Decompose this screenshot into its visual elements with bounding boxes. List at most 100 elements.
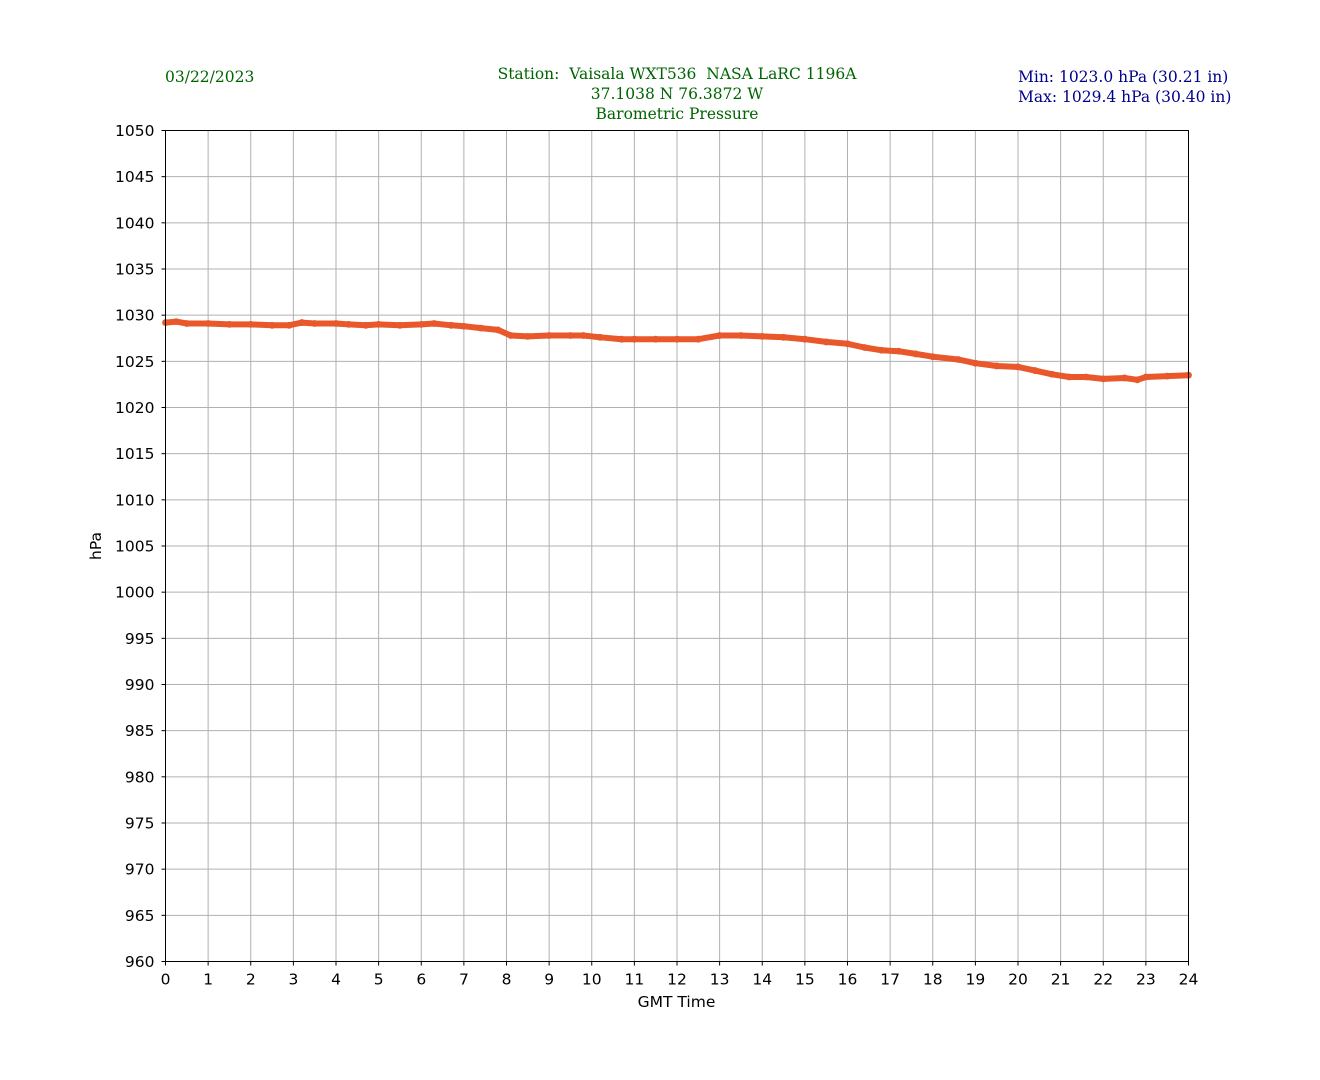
pressure-data-point <box>1099 375 1107 383</box>
pressure-data-point <box>596 333 604 341</box>
y-tick-label: 965 <box>125 907 155 925</box>
pressure-data-point <box>1142 373 1150 381</box>
x-tick-label: 16 <box>838 971 858 989</box>
pressure-series-line <box>162 318 1192 383</box>
y-tick-label: 995 <box>125 630 155 648</box>
pressure-data-point <box>298 319 306 326</box>
pressure-data-point <box>822 338 830 346</box>
y-tick-label: 1010 <box>115 491 154 509</box>
x-tick-label: 5 <box>374 971 384 989</box>
pressure-data-point <box>311 320 319 327</box>
pressure-data-point <box>912 350 920 358</box>
x-tick-label: 14 <box>752 971 772 989</box>
station-line: Station: Vaisala WXT536 NASA LaRC 1196A <box>497 65 857 83</box>
x-tick-label: 15 <box>795 971 815 989</box>
pressure-data-point <box>1121 374 1128 382</box>
pressure-data-point <box>362 321 370 329</box>
x-tick-label: 24 <box>1179 971 1199 989</box>
pressure-data-point <box>396 321 404 329</box>
pressure-data-point <box>758 333 766 340</box>
tick-layer: 0 1 2 3 4 5 6 7 8 9 10 11 12 13 14 15 16 17 18 19 20 21 22 23 24… <box>115 122 1198 989</box>
y-tick-label: 970 <box>125 861 155 879</box>
y-tick-label: 1045 <box>115 168 154 186</box>
y-tick-label: 1025 <box>115 353 154 371</box>
pressure-data-point <box>878 346 885 354</box>
y-axis-label: hPa <box>87 532 105 560</box>
x-axis-label: GMT Time <box>638 993 716 1011</box>
x-tick-label: 18 <box>923 971 943 989</box>
pressure-data-point <box>460 322 468 330</box>
pressure-data-point <box>1163 372 1171 380</box>
y-tick-label: 1030 <box>115 307 154 325</box>
x-tick-label: 1 <box>203 971 213 989</box>
pressure-data-point <box>375 321 383 328</box>
pressure-data-point <box>993 362 1001 370</box>
x-tick-label: 3 <box>288 971 298 989</box>
pressure-data-point <box>694 335 702 343</box>
pressure-data-point <box>1048 370 1056 378</box>
x-tick-label: 22 <box>1093 971 1113 989</box>
coordinates-line: 37.1038 N 76.3872 W <box>590 85 764 103</box>
pressure-data-point <box>507 332 515 339</box>
x-tick-label: 21 <box>1051 971 1071 989</box>
pressure-data-point <box>737 332 745 339</box>
pressure-data-point <box>226 321 233 328</box>
x-tick-label: 23 <box>1136 971 1156 989</box>
pressure-data-point <box>247 321 255 328</box>
pressure-data-point <box>780 333 787 341</box>
y-tick-label: 1015 <box>115 445 154 463</box>
y-tick-label: 985 <box>125 722 155 740</box>
chart-title-block: Station: Vaisala WXT536 NASA LaRC 1196A … <box>377 64 977 124</box>
pressure-data-point <box>447 321 455 329</box>
pressure-data-point <box>716 332 724 339</box>
x-tick-label: 2 <box>246 971 256 989</box>
pressure-data-point <box>285 321 293 329</box>
pressure-data-point <box>801 335 809 343</box>
y-tick-label: 1040 <box>115 214 154 232</box>
x-tick-label: 10 <box>582 971 602 989</box>
pressure-data-point <box>204 320 212 327</box>
pressure-data-point <box>345 321 353 328</box>
y-tick-label: 1005 <box>115 538 154 556</box>
pressure-data-point <box>417 321 425 328</box>
min-max-block: Min: 1023.0 hPa (30.21 in) Max: 1029.4 h… <box>1018 67 1231 107</box>
x-tick-label: 4 <box>331 971 341 989</box>
pressure-data-point <box>618 335 625 343</box>
y-tick-label: 980 <box>125 768 155 786</box>
x-tick-label: 7 <box>459 971 469 989</box>
date-label: 03/22/2023 <box>165 68 255 86</box>
pressure-data-point <box>524 333 532 340</box>
x-tick-label: 11 <box>625 971 645 989</box>
pressure-data-point <box>1031 367 1039 374</box>
x-tick-label: 19 <box>966 971 986 989</box>
pressure-data-point <box>844 340 851 348</box>
pressure-data-point <box>332 320 340 327</box>
y-tick-label: 1020 <box>115 399 154 417</box>
pressure-data-point <box>630 335 638 343</box>
x-tick-label: 6 <box>416 971 426 989</box>
min-value-line: Min: 1023.0 hPa (30.21 in) <box>1018 68 1229 86</box>
y-tick-label: 1050 <box>115 122 154 140</box>
x-tick-label: 20 <box>1008 971 1028 989</box>
y-tick-label: 990 <box>125 676 155 694</box>
x-tick-label: 8 <box>502 971 512 989</box>
y-tick-label: 960 <box>125 953 155 971</box>
x-tick-label: 12 <box>667 971 687 989</box>
pressure-data-point <box>172 318 180 326</box>
x-tick-label: 17 <box>880 971 900 989</box>
pressure-data-point <box>895 347 903 355</box>
pressure-data-point <box>567 332 574 339</box>
y-tick-label: 975 <box>125 815 155 833</box>
pressure-data-point <box>477 324 485 332</box>
pressure-data-point <box>1133 376 1141 384</box>
grid-layer <box>165 130 1189 962</box>
pressure-data-point <box>929 353 937 361</box>
pressure-data-point <box>494 326 502 334</box>
pressure-data-point <box>1014 363 1022 371</box>
max-value-line: Max: 1029.4 hPa (30.40 in) <box>1018 88 1232 106</box>
pressure-data-point <box>673 335 681 343</box>
y-tick-label: 1000 <box>115 584 154 602</box>
pressure-data-point <box>954 356 962 363</box>
pressure-data-point <box>183 320 191 327</box>
